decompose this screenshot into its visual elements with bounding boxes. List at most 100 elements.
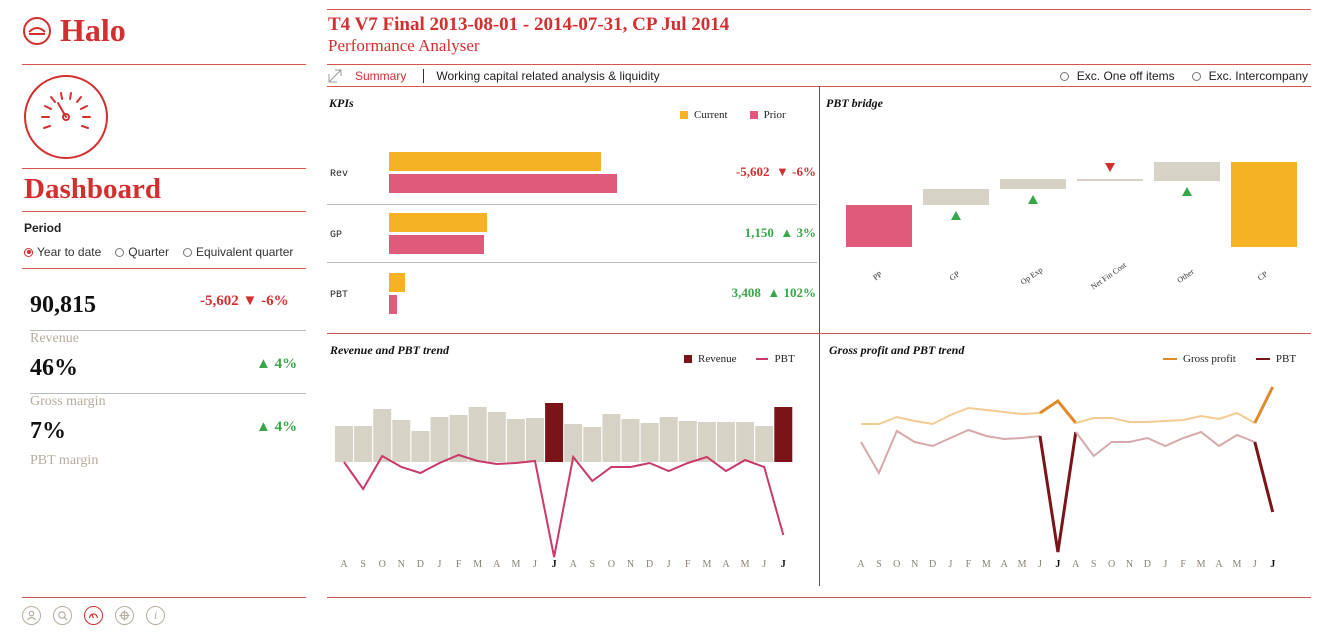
kpi-prior-bar [389,174,617,193]
period-radio-equivalent[interactable] [182,247,192,257]
revenue-value: 90,815 [30,292,96,318]
legend-pbt2-label: PBT [1275,353,1297,365]
divider [327,204,817,205]
legend-revenue-label: Revenue [698,353,737,365]
bridge-category-label: CP [1256,269,1270,282]
period-radio-ytd[interactable] [24,247,33,257]
revenue-bar [659,417,678,462]
x-tick-label: M [741,559,750,570]
toolbar: Summary Working capital related analysis… [328,67,1312,85]
toggle-intercompany-radio[interactable] [1191,71,1201,81]
pbt-bridge-title: PBT bridge [826,96,883,110]
x-tick-label: M [473,559,482,570]
gross-profit-line-prior [861,406,1041,426]
x-tick-label: O [893,559,900,570]
legend-pbt-swatch [756,358,769,360]
x-tick-label: A [722,559,730,570]
x-tick-label: D [646,559,653,570]
toggle-one-off-radio[interactable] [1059,71,1069,81]
panel-divider [819,86,820,586]
kpi-row-value: -5,602 ▼ -6% [736,164,816,180]
expand-icon[interactable] [328,69,342,83]
bridge-up-marker [1028,195,1038,204]
x-tick-label: N [911,559,918,570]
revenue-bar [506,419,525,462]
tab-working-capital[interactable]: Working capital related analysis & liqui… [436,69,660,83]
app-logo[interactable]: Halo [22,12,126,49]
pbt-margin-delta: ▲ 4% [256,419,298,435]
revenue-bar [602,414,621,462]
pbt-line-prior [860,428,1041,476]
x-tick-label: N [398,559,405,570]
legend-current-swatch [680,111,688,119]
divider [327,333,1311,334]
x-tick-label: J [949,559,953,570]
x-tick-label: J [1270,559,1275,570]
legend-current-label: Current [694,109,728,121]
x-tick-label: F [456,559,462,570]
revenue-bar [449,415,468,462]
revenue-bar [640,423,659,462]
revenue-bar [678,421,697,462]
pbt-bridge-chart: PP GP Op Exp Net Fin Cost Other CP [846,162,1297,291]
gp-pbt-trend-title: Gross profit and PBT trend [829,343,965,357]
revenue-bar [335,426,353,462]
kpi-prior-bar [389,235,485,254]
x-tick-label: J [552,559,557,570]
revenue-delta: -5,602 ▼ -6% [200,293,289,309]
x-tick-label: O [1108,559,1115,570]
period-radio-quarter[interactable] [115,247,125,257]
bridge-up-marker [951,211,961,220]
tab-summary[interactable]: Summary [355,69,407,83]
legend-gross-profit-swatch [1163,358,1177,360]
toggle-one-off-label[interactable]: Exc. One off items [1076,69,1175,83]
revenue-bar [392,420,411,462]
report-title: T4 V7 Final 2013-08-01 - 2014-07-31, CP … [328,14,730,35]
toggle-intercompany-label[interactable]: Exc. Intercompany [1208,69,1308,83]
search-icon[interactable] [53,606,72,625]
kpi-row-amount: -5,602 [735,164,770,179]
x-tick-label: S [360,559,366,570]
period-label: Period [24,221,62,235]
gauge-icon[interactable] [84,606,103,625]
bridge-bar [1077,179,1143,181]
revenue-bar [545,403,564,462]
x-tick-label: A [493,559,501,570]
gross-profit-line [1039,398,1077,424]
x-tick-label: A [340,559,348,570]
x-tick-label: A [1072,559,1080,570]
info-icon[interactable]: i [146,606,165,625]
x-tick-label: M [1197,559,1206,570]
kpi-row-label: PBT [330,290,349,301]
period-option-equivalent[interactable]: Equivalent quarter [195,245,294,259]
divider [30,393,306,394]
kpi-current-bar [389,152,601,171]
bridge-bar [1231,162,1297,247]
revenue-bar [717,422,735,462]
pbt-margin-label: PBT margin [30,453,99,468]
x-tick-label: O [379,559,386,570]
revenue-bar [354,426,373,462]
user-icon[interactable] [22,606,41,625]
x-tick-label: M [702,559,711,570]
kpi-row-amount: 1,150 [744,225,774,240]
period-option-quarter[interactable]: Quarter [128,245,169,259]
revenue-label: Revenue [30,331,79,346]
period-option-ytd[interactable]: Year to date [37,245,102,259]
gauge-icon [24,75,108,159]
bridge-category-label: Op Exp [1019,265,1044,287]
footer-nav: i [22,606,165,625]
legend-revenue-swatch [684,355,692,363]
x-tick-label: J [533,559,537,570]
target-icon[interactable] [115,606,134,625]
x-tick-label: A [570,559,578,570]
bridge-bar [923,189,989,205]
revenue-bar [564,424,583,462]
revenue-bar [755,426,774,462]
kpi-row-value: 1,150 ▲ 3% [745,225,816,241]
x-tick-label: F [966,559,972,570]
revenue-bar [468,407,487,462]
divider [22,268,306,269]
bridge-category-label: GP [948,269,962,283]
